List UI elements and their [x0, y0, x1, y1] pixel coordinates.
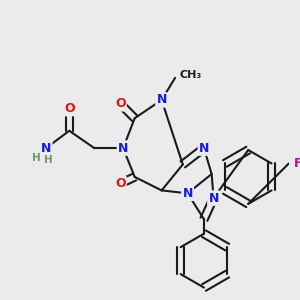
Text: O: O: [115, 97, 126, 110]
Text: F: F: [294, 157, 300, 170]
Text: N: N: [199, 142, 209, 154]
Text: O: O: [115, 177, 126, 190]
Text: O: O: [64, 102, 75, 115]
Text: N: N: [156, 94, 167, 106]
Text: H: H: [44, 154, 52, 165]
Text: N: N: [41, 142, 51, 154]
Text: CH₃: CH₃: [180, 70, 202, 80]
Text: N: N: [118, 142, 128, 154]
Text: N: N: [182, 187, 193, 200]
Text: H: H: [32, 153, 41, 163]
Text: N: N: [208, 192, 219, 205]
